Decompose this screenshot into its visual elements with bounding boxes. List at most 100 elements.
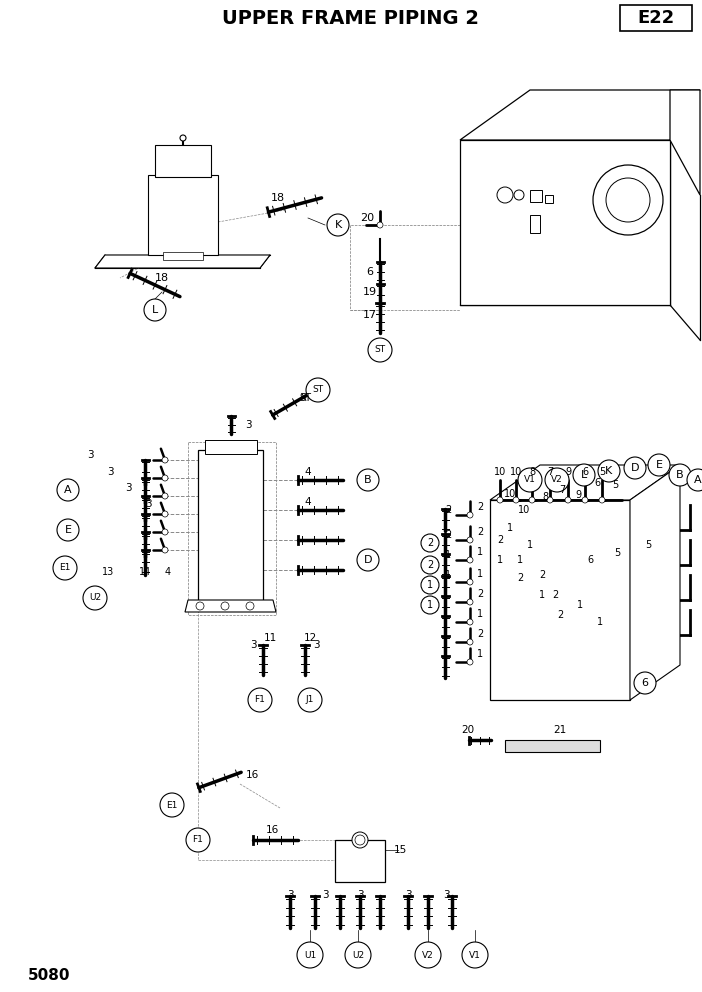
- Text: 3: 3: [245, 420, 251, 430]
- Circle shape: [180, 135, 186, 141]
- Text: 2: 2: [517, 573, 523, 583]
- Bar: [530, 215, 540, 233]
- Text: 21: 21: [553, 725, 567, 735]
- Bar: [148, 175, 218, 255]
- Circle shape: [306, 378, 330, 402]
- Text: J1: J1: [306, 695, 314, 704]
- Circle shape: [599, 497, 605, 503]
- Circle shape: [53, 556, 77, 580]
- Polygon shape: [185, 600, 276, 612]
- Text: 2: 2: [477, 589, 483, 599]
- Text: 18: 18: [155, 273, 169, 283]
- Text: D: D: [364, 555, 372, 565]
- Circle shape: [57, 519, 79, 541]
- Text: 2: 2: [497, 535, 503, 545]
- Text: 3: 3: [107, 467, 113, 477]
- Text: 7: 7: [559, 485, 565, 495]
- Circle shape: [421, 596, 439, 614]
- Text: B: B: [676, 470, 684, 480]
- Bar: [505, 740, 600, 752]
- Circle shape: [162, 493, 168, 499]
- Circle shape: [421, 556, 439, 574]
- Text: 3: 3: [404, 890, 411, 900]
- Text: 14: 14: [139, 567, 151, 577]
- Text: 8: 8: [542, 492, 548, 502]
- Circle shape: [467, 579, 473, 585]
- Text: K: K: [605, 466, 613, 476]
- Circle shape: [467, 639, 473, 645]
- Circle shape: [221, 602, 229, 610]
- Circle shape: [648, 454, 670, 476]
- Text: 16: 16: [246, 770, 258, 780]
- Text: UPPER FRAME PIPING 2: UPPER FRAME PIPING 2: [222, 9, 479, 28]
- Bar: [530, 190, 542, 202]
- Text: A: A: [694, 475, 702, 485]
- Text: 1: 1: [517, 555, 523, 565]
- Text: 2: 2: [557, 610, 563, 620]
- Text: 5: 5: [614, 548, 620, 558]
- Text: 18: 18: [271, 193, 285, 203]
- Text: 1: 1: [577, 600, 583, 610]
- Circle shape: [352, 832, 368, 848]
- Circle shape: [421, 576, 439, 594]
- Text: 8: 8: [529, 467, 535, 477]
- Circle shape: [462, 942, 488, 968]
- Bar: [163, 252, 203, 260]
- Text: 5: 5: [612, 480, 618, 490]
- Text: 6: 6: [594, 478, 600, 488]
- Circle shape: [415, 942, 441, 968]
- Text: 20: 20: [461, 725, 475, 735]
- Circle shape: [144, 299, 166, 321]
- Text: 1: 1: [477, 649, 483, 659]
- Text: 5: 5: [645, 540, 651, 550]
- Bar: [545, 195, 553, 203]
- Circle shape: [355, 835, 365, 845]
- Text: 17: 17: [363, 310, 377, 320]
- Circle shape: [514, 190, 524, 200]
- Text: 7: 7: [547, 467, 553, 477]
- Text: 1: 1: [477, 547, 483, 557]
- Text: 1: 1: [539, 590, 545, 600]
- Text: 11: 11: [263, 633, 277, 643]
- Circle shape: [467, 659, 473, 665]
- Circle shape: [298, 688, 322, 712]
- Circle shape: [196, 602, 204, 610]
- Circle shape: [545, 468, 569, 492]
- Text: L: L: [152, 305, 158, 315]
- Bar: [460, 140, 670, 305]
- Text: 1: 1: [445, 570, 451, 580]
- Circle shape: [593, 165, 663, 235]
- Circle shape: [467, 619, 473, 625]
- Text: U1: U1: [304, 950, 316, 959]
- Text: 1: 1: [497, 555, 503, 565]
- Circle shape: [327, 214, 349, 236]
- Text: 10: 10: [504, 489, 516, 499]
- Text: 1: 1: [597, 617, 603, 627]
- Text: 3: 3: [322, 890, 329, 900]
- Circle shape: [518, 468, 542, 492]
- Text: U2: U2: [89, 593, 101, 602]
- Circle shape: [421, 534, 439, 552]
- Text: 3: 3: [250, 640, 256, 650]
- Polygon shape: [95, 255, 270, 268]
- Text: 2: 2: [445, 505, 451, 515]
- Text: 3: 3: [86, 450, 93, 460]
- Text: V1: V1: [524, 475, 536, 484]
- Circle shape: [467, 599, 473, 605]
- Text: 13: 13: [102, 567, 114, 577]
- Text: K: K: [334, 220, 342, 230]
- Text: 3: 3: [312, 640, 319, 650]
- Circle shape: [248, 688, 272, 712]
- Text: 1: 1: [445, 550, 451, 560]
- Text: 1: 1: [427, 580, 433, 590]
- Text: V1: V1: [469, 950, 481, 959]
- Text: 1: 1: [477, 569, 483, 579]
- Text: 9: 9: [565, 467, 571, 477]
- Circle shape: [246, 602, 254, 610]
- Text: 6: 6: [582, 467, 588, 477]
- Text: 1: 1: [507, 523, 513, 533]
- Text: 3: 3: [125, 483, 131, 493]
- Circle shape: [497, 497, 503, 503]
- Bar: [198, 450, 263, 605]
- Circle shape: [634, 672, 656, 694]
